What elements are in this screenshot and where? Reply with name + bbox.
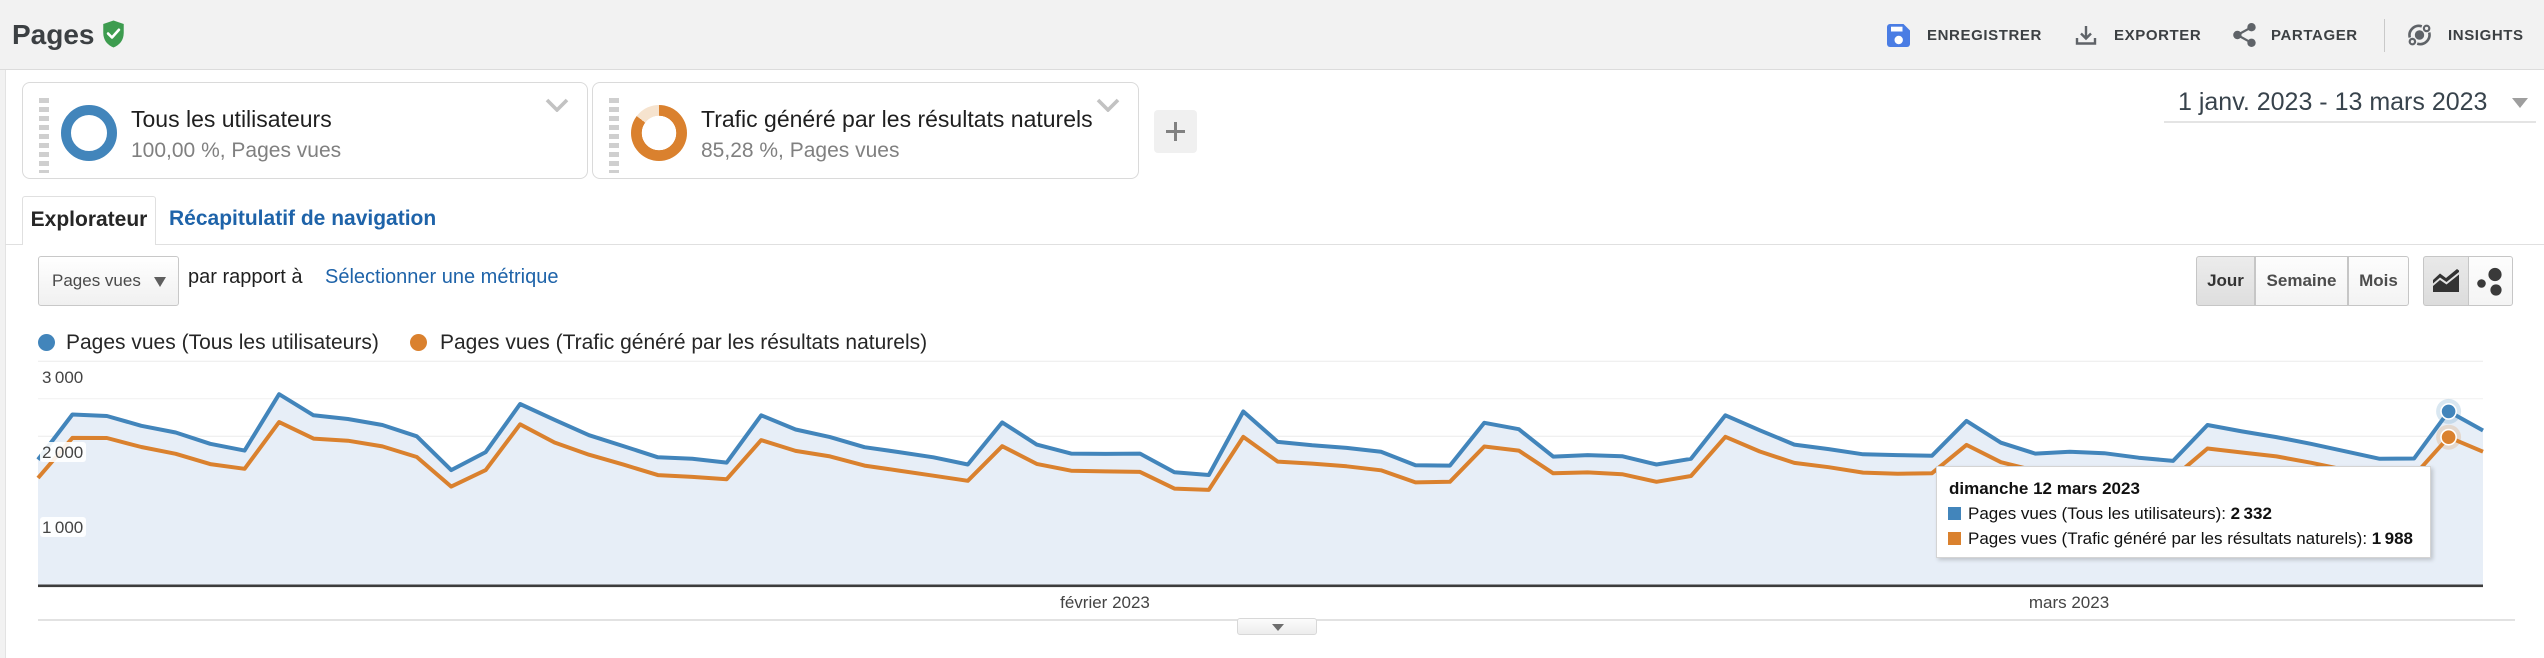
svg-text:1 000: 1 000: [42, 518, 83, 537]
svg-text:mars 2023: mars 2023: [2029, 593, 2109, 612]
svg-text:février 2023: février 2023: [1060, 593, 1150, 612]
svg-text:2 000: 2 000: [42, 443, 83, 462]
svg-text:3 000: 3 000: [42, 368, 83, 387]
